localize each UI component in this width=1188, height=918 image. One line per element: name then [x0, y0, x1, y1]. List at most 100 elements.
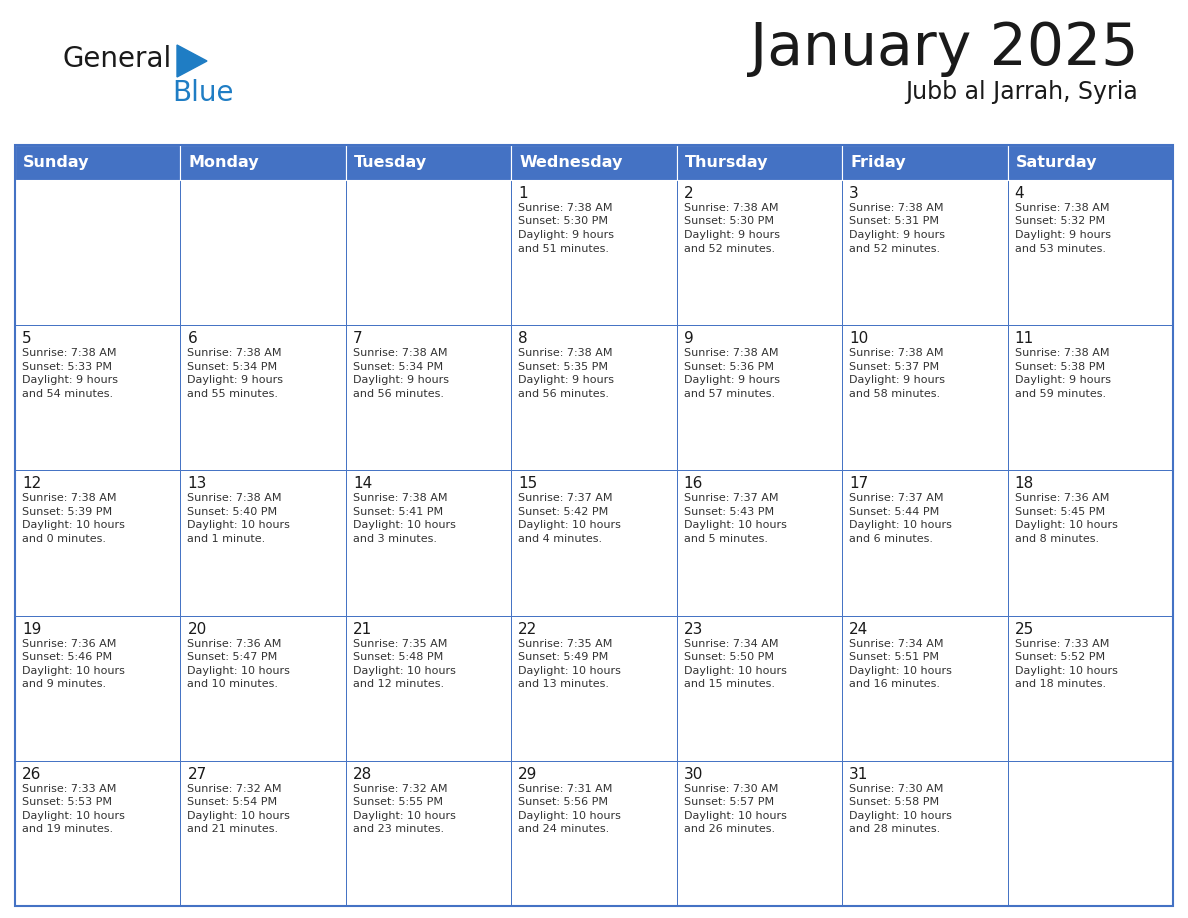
Text: Sunrise: 7:33 AM: Sunrise: 7:33 AM	[23, 784, 116, 794]
Bar	[677, 180, 842, 325]
Text: 27: 27	[188, 767, 207, 782]
Text: Sunset: 5:39 PM: Sunset: 5:39 PM	[23, 507, 112, 517]
Text: Sunrise: 7:37 AM: Sunrise: 7:37 AM	[684, 493, 778, 503]
Text: 6: 6	[188, 331, 197, 346]
Text: Sunset: 5:43 PM: Sunset: 5:43 PM	[684, 507, 773, 517]
Bar	[677, 145, 842, 180]
Text: Daylight: 10 hours: Daylight: 10 hours	[684, 521, 786, 531]
Text: Sunset: 5:46 PM: Sunset: 5:46 PM	[23, 652, 112, 662]
Bar	[511, 180, 677, 325]
Bar	[15, 761, 181, 906]
Text: Sunrise: 7:34 AM: Sunrise: 7:34 AM	[684, 639, 778, 649]
Text: and 28 minutes.: and 28 minutes.	[849, 824, 941, 834]
Text: Sunset: 5:35 PM: Sunset: 5:35 PM	[518, 362, 608, 372]
Text: and 57 minutes.: and 57 minutes.	[684, 388, 775, 398]
Text: and 55 minutes.: and 55 minutes.	[188, 388, 278, 398]
Text: Friday: Friday	[851, 155, 905, 170]
Text: Sunset: 5:48 PM: Sunset: 5:48 PM	[353, 652, 443, 662]
Text: Sunrise: 7:38 AM: Sunrise: 7:38 AM	[1015, 348, 1110, 358]
Text: 8: 8	[518, 331, 527, 346]
Text: 26: 26	[23, 767, 42, 782]
Text: Daylight: 10 hours: Daylight: 10 hours	[518, 666, 621, 676]
Bar	[1007, 180, 1173, 325]
Text: and 15 minutes.: and 15 minutes.	[684, 679, 775, 689]
Text: and 51 minutes.: and 51 minutes.	[518, 243, 609, 253]
Text: Sunset: 5:54 PM: Sunset: 5:54 PM	[188, 798, 278, 807]
Bar	[1007, 616, 1173, 761]
Text: 19: 19	[23, 621, 42, 636]
Text: Daylight: 9 hours: Daylight: 9 hours	[518, 375, 614, 386]
Text: 18: 18	[1015, 476, 1034, 491]
Text: and 54 minutes.: and 54 minutes.	[23, 388, 113, 398]
Text: 7: 7	[353, 331, 362, 346]
Bar	[15, 145, 181, 180]
Text: Daylight: 10 hours: Daylight: 10 hours	[684, 811, 786, 821]
Bar	[15, 325, 181, 470]
Text: Sunset: 5:49 PM: Sunset: 5:49 PM	[518, 652, 608, 662]
Text: 3: 3	[849, 186, 859, 201]
Text: and 13 minutes.: and 13 minutes.	[518, 679, 609, 689]
Text: Daylight: 9 hours: Daylight: 9 hours	[23, 375, 118, 386]
Text: and 10 minutes.: and 10 minutes.	[188, 679, 278, 689]
Text: Sunrise: 7:38 AM: Sunrise: 7:38 AM	[518, 348, 613, 358]
Text: Sunset: 5:33 PM: Sunset: 5:33 PM	[23, 362, 112, 372]
Text: Monday: Monday	[189, 155, 259, 170]
Text: 14: 14	[353, 476, 372, 491]
Text: Daylight: 9 hours: Daylight: 9 hours	[684, 375, 779, 386]
Bar	[15, 470, 181, 616]
Text: and 21 minutes.: and 21 minutes.	[188, 824, 278, 834]
Text: and 24 minutes.: and 24 minutes.	[518, 824, 609, 834]
Bar	[15, 145, 1173, 906]
Bar	[842, 761, 1007, 906]
Text: Sunset: 5:42 PM: Sunset: 5:42 PM	[518, 507, 608, 517]
Bar	[181, 470, 346, 616]
Text: 20: 20	[188, 621, 207, 636]
Text: Sunrise: 7:37 AM: Sunrise: 7:37 AM	[849, 493, 943, 503]
Bar	[511, 145, 677, 180]
Text: Blue: Blue	[172, 79, 234, 107]
Text: Sunrise: 7:37 AM: Sunrise: 7:37 AM	[518, 493, 613, 503]
Text: Sunrise: 7:38 AM: Sunrise: 7:38 AM	[353, 493, 448, 503]
Text: Sunrise: 7:38 AM: Sunrise: 7:38 AM	[849, 348, 943, 358]
Text: Sunset: 5:58 PM: Sunset: 5:58 PM	[849, 798, 940, 807]
Text: Daylight: 10 hours: Daylight: 10 hours	[188, 811, 290, 821]
Text: General: General	[62, 45, 171, 73]
Bar	[511, 325, 677, 470]
Text: and 56 minutes.: and 56 minutes.	[518, 388, 609, 398]
Text: Sunrise: 7:38 AM: Sunrise: 7:38 AM	[518, 203, 613, 213]
Text: and 19 minutes.: and 19 minutes.	[23, 824, 113, 834]
Bar	[15, 616, 181, 761]
Text: 17: 17	[849, 476, 868, 491]
Bar	[842, 180, 1007, 325]
Text: Sunset: 5:38 PM: Sunset: 5:38 PM	[1015, 362, 1105, 372]
Text: Daylight: 10 hours: Daylight: 10 hours	[684, 666, 786, 676]
Bar	[677, 325, 842, 470]
Text: and 52 minutes.: and 52 minutes.	[684, 243, 775, 253]
Text: 21: 21	[353, 621, 372, 636]
Text: Sunrise: 7:33 AM: Sunrise: 7:33 AM	[1015, 639, 1108, 649]
Bar	[511, 470, 677, 616]
Text: Sunset: 5:57 PM: Sunset: 5:57 PM	[684, 798, 773, 807]
Text: and 56 minutes.: and 56 minutes.	[353, 388, 444, 398]
Text: Sunrise: 7:34 AM: Sunrise: 7:34 AM	[849, 639, 943, 649]
Text: Sunrise: 7:32 AM: Sunrise: 7:32 AM	[353, 784, 448, 794]
Text: Daylight: 10 hours: Daylight: 10 hours	[518, 521, 621, 531]
Text: Daylight: 9 hours: Daylight: 9 hours	[188, 375, 284, 386]
Bar	[842, 145, 1007, 180]
Bar	[181, 180, 346, 325]
Bar	[181, 145, 346, 180]
Text: Daylight: 9 hours: Daylight: 9 hours	[518, 230, 614, 240]
Text: 12: 12	[23, 476, 42, 491]
Text: Sunset: 5:55 PM: Sunset: 5:55 PM	[353, 798, 443, 807]
Bar	[677, 470, 842, 616]
Text: 16: 16	[684, 476, 703, 491]
Text: 15: 15	[518, 476, 537, 491]
Bar	[15, 180, 181, 325]
Text: Sunrise: 7:38 AM: Sunrise: 7:38 AM	[188, 348, 282, 358]
Text: Thursday: Thursday	[684, 155, 769, 170]
Text: and 59 minutes.: and 59 minutes.	[1015, 388, 1106, 398]
Bar	[677, 616, 842, 761]
Text: Sunrise: 7:36 AM: Sunrise: 7:36 AM	[188, 639, 282, 649]
Text: Daylight: 10 hours: Daylight: 10 hours	[23, 811, 125, 821]
Text: and 52 minutes.: and 52 minutes.	[849, 243, 940, 253]
